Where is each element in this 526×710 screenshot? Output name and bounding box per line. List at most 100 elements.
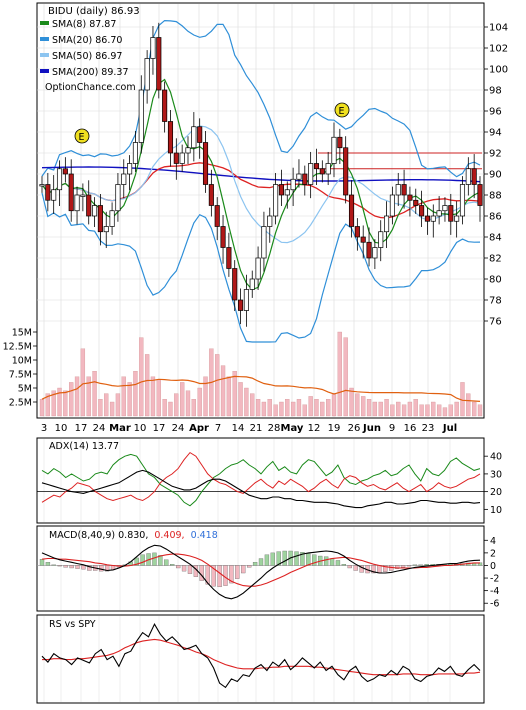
volume-bar-7 bbox=[80, 348, 86, 417]
macd-ytick-5: -6 bbox=[490, 599, 499, 610]
macd-ytick-4: -4 bbox=[490, 586, 499, 597]
macd-ytick-2: 0 bbox=[490, 561, 496, 572]
vol-tick-5: 2.5M bbox=[9, 398, 32, 409]
x-tick-21: Jul bbox=[442, 423, 457, 434]
candle-body-48 bbox=[319, 168, 325, 175]
volume-bar-57 bbox=[372, 401, 378, 417]
candle-body-44 bbox=[296, 173, 302, 180]
volume-bar-12 bbox=[109, 401, 115, 417]
macd-hist-bar-2 bbox=[51, 564, 56, 566]
macd-hist-bar-21 bbox=[164, 559, 169, 566]
candle-body-27 bbox=[197, 126, 203, 143]
earnings-marker-1: E bbox=[74, 128, 90, 144]
legend-swatch-sma200 bbox=[40, 69, 49, 73]
volume-bar-39 bbox=[267, 399, 272, 417]
candle-body-63 bbox=[407, 194, 413, 201]
volume-bar-51 bbox=[337, 331, 342, 417]
volume-bar-2 bbox=[51, 390, 56, 417]
macd-hist-bar-22 bbox=[170, 564, 175, 566]
candle-body-38 bbox=[261, 226, 267, 259]
candle-body-35 bbox=[243, 289, 249, 311]
volume-bar-49 bbox=[326, 399, 331, 417]
legend-label-sma50: SMA(50) 86.97 bbox=[52, 51, 122, 62]
candle-body-9 bbox=[92, 205, 98, 217]
volume-bar-59 bbox=[384, 399, 389, 417]
macd-hist-bar-32 bbox=[229, 565, 234, 584]
volume-bar-42 bbox=[285, 399, 290, 417]
bollinger-lower-line bbox=[41, 192, 481, 343]
price-ytick-7: 90 bbox=[489, 170, 502, 181]
price-candles bbox=[39, 22, 483, 327]
x-tick-16: 26 bbox=[348, 423, 361, 434]
gridlines bbox=[37, 4, 484, 702]
price-ytick-8: 88 bbox=[489, 191, 502, 202]
volume-bar-74 bbox=[472, 401, 477, 417]
candle-body-23 bbox=[173, 152, 179, 164]
vol-tick-0: 15M bbox=[12, 328, 32, 339]
rs-line bbox=[41, 623, 481, 689]
x-tick-2: 17 bbox=[75, 423, 88, 434]
macd-hist-bar-34 bbox=[241, 565, 246, 574]
macd-hist-bar-38 bbox=[264, 554, 270, 566]
legend-sma8: SMA(8) 87.87 bbox=[40, 19, 116, 30]
volume-bar-18 bbox=[144, 354, 150, 417]
adx-ytick-2: 20 bbox=[490, 487, 502, 498]
adx-ytick-3: 10 bbox=[490, 505, 502, 516]
candle-body-8 bbox=[86, 194, 92, 217]
volume-bar-67 bbox=[431, 401, 436, 417]
candle-body-30 bbox=[214, 205, 220, 227]
volume-bar-70 bbox=[448, 404, 453, 417]
macd-hist-bar-52 bbox=[347, 565, 352, 569]
x-tick-20: 23 bbox=[422, 423, 435, 434]
volume-bar-4 bbox=[63, 390, 68, 417]
price-ytick-6: 92 bbox=[489, 149, 502, 160]
vol-tick-4: 5M bbox=[18, 384, 32, 395]
legend-label-sma200: SMA(200) 89.37 bbox=[52, 67, 129, 78]
x-tick-8: Apr bbox=[189, 423, 209, 434]
macd-hist-bar-30 bbox=[217, 565, 222, 588]
x-tick-9: 7 bbox=[215, 423, 221, 434]
macd-hist-bar-46 bbox=[312, 554, 317, 566]
candle-body-57 bbox=[372, 247, 378, 259]
volume-bar-55 bbox=[361, 396, 366, 417]
adx-line bbox=[41, 469, 481, 509]
price-ytick-1: 102 bbox=[489, 44, 508, 55]
candle-body-46 bbox=[308, 163, 314, 185]
candle-body-75 bbox=[477, 184, 483, 206]
candle-body-51 bbox=[337, 136, 343, 149]
price-ytick-11: 82 bbox=[489, 254, 502, 265]
volume-bar-14 bbox=[121, 376, 126, 417]
candle-body-47 bbox=[313, 163, 320, 170]
volume-bar-1 bbox=[45, 393, 50, 417]
axis-ticks: 3 10 17 24 Mar 10 17 24 Apr 7 14 21 28 May 12 19 26 Jun 9 1… bbox=[3, 23, 508, 610]
candle-body-69 bbox=[442, 205, 448, 212]
macd-hist-bar-45 bbox=[306, 553, 311, 566]
volume-bar-23 bbox=[174, 393, 179, 417]
candle-body-68 bbox=[436, 210, 442, 217]
candle-body-39 bbox=[267, 215, 273, 227]
x-tick-6: 17 bbox=[153, 423, 166, 434]
macd-hist-bar-60 bbox=[394, 565, 400, 569]
macd-hist-bar-28 bbox=[205, 565, 210, 585]
sma200-line bbox=[41, 166, 481, 183]
volume-bar-66 bbox=[425, 404, 430, 417]
macd-hist-bar-0 bbox=[39, 559, 45, 566]
candle-body-14 bbox=[121, 173, 127, 185]
earnings-letter-2: E bbox=[339, 106, 345, 117]
volume-bar-21 bbox=[162, 399, 167, 417]
volume-bar-8 bbox=[86, 376, 91, 417]
candle-body-43 bbox=[290, 178, 296, 191]
volume-bar-26 bbox=[191, 399, 196, 417]
macd-hist-bar-65 bbox=[424, 564, 429, 566]
macd-hist-bar-20 bbox=[158, 555, 163, 566]
macd-hist-bar-57 bbox=[377, 565, 382, 574]
macd-hist-bar-3 bbox=[57, 565, 62, 567]
price-ytick-10: 84 bbox=[489, 233, 502, 244]
macd-hist-bar-8 bbox=[87, 565, 92, 571]
macd-signal-line bbox=[41, 553, 480, 587]
volume-bar-13 bbox=[115, 393, 121, 417]
macd-hist-bar-49 bbox=[329, 558, 335, 566]
earnings-circle-1 bbox=[74, 128, 90, 144]
